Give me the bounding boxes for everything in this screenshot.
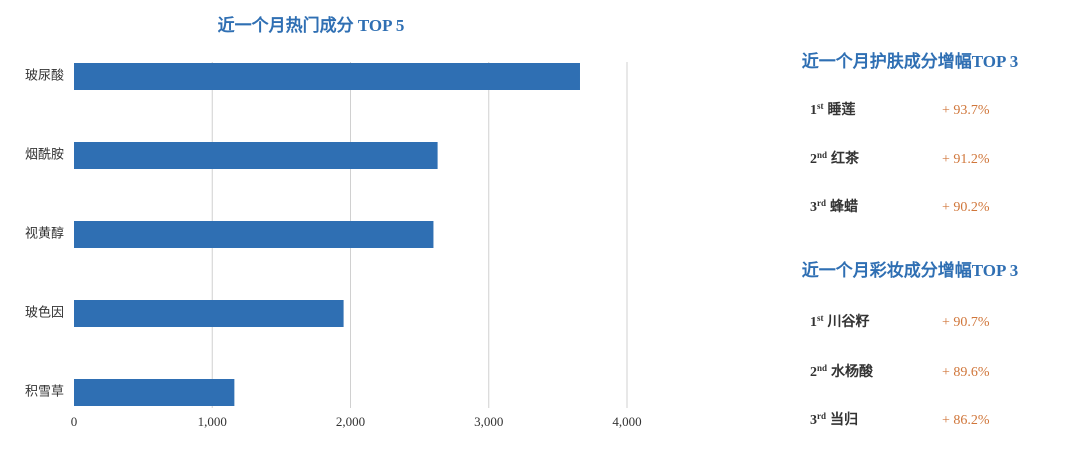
- ranking-title: 近一个月护肤成分增幅TOP 3: [802, 51, 1018, 71]
- item-change: + 93.7%: [942, 103, 990, 118]
- x-tick-label: 2,000: [336, 414, 365, 429]
- bar: [74, 142, 438, 169]
- y-tick-label: 视黄醇: [25, 225, 64, 240]
- rank-ordinal: rd: [817, 198, 826, 208]
- item-name: 水杨酸: [831, 363, 874, 380]
- rank-ordinal: st: [817, 101, 824, 111]
- ranking-item: 2nd 水杨酸: [810, 363, 874, 380]
- ranking-item: 2nd 红茶: [810, 150, 860, 167]
- ranking-item: 3rd 当归: [810, 411, 858, 428]
- ranking-item: 1st 川谷籽: [810, 313, 870, 330]
- x-tick-label: 0: [71, 414, 78, 429]
- ranking-title: 近一个月彩妆成分增幅TOP 3: [802, 260, 1018, 280]
- x-tick-label: 4,000: [612, 414, 641, 429]
- rank-number: 2: [810, 365, 817, 380]
- item-change: + 90.7%: [942, 315, 990, 330]
- bar: [74, 300, 344, 327]
- item-change: + 90.2%: [942, 200, 990, 215]
- ranking-item: 1st 睡莲: [810, 101, 856, 118]
- x-tick-label: 3,000: [474, 414, 503, 429]
- ranking-item: 3rd 蜂蜡: [810, 198, 858, 215]
- item-name: 红茶: [831, 150, 860, 167]
- rank-number: 1: [810, 315, 817, 330]
- bar: [74, 63, 580, 90]
- rank-number: 1: [810, 103, 817, 118]
- item-change: + 91.2%: [942, 152, 990, 167]
- item-change: + 86.2%: [942, 413, 990, 428]
- rank-ordinal: nd: [817, 150, 827, 160]
- y-tick-label: 烟酰胺: [25, 146, 64, 161]
- item-change: + 89.6%: [942, 365, 990, 380]
- item-name: 睡莲: [828, 101, 856, 118]
- bar: [74, 379, 235, 406]
- y-tick-label: 积雪草: [25, 383, 64, 398]
- rank-number: 3: [810, 413, 817, 428]
- y-tick-label: 玻尿酸: [25, 67, 64, 82]
- x-tick-label: 1,000: [198, 414, 227, 429]
- item-name: 蜂蜡: [830, 198, 858, 215]
- rank-number: 2: [810, 152, 817, 167]
- bar: [74, 221, 434, 248]
- rank-ordinal: st: [817, 313, 824, 323]
- chart-title: 近一个月热门成分 TOP 5: [218, 15, 405, 35]
- rank-ordinal: nd: [817, 363, 827, 373]
- item-name: 川谷籽: [827, 313, 870, 330]
- rank-ordinal: rd: [817, 411, 826, 421]
- y-tick-label: 玻色因: [25, 304, 64, 319]
- item-name: 当归: [830, 411, 858, 428]
- rank-number: 3: [810, 200, 817, 215]
